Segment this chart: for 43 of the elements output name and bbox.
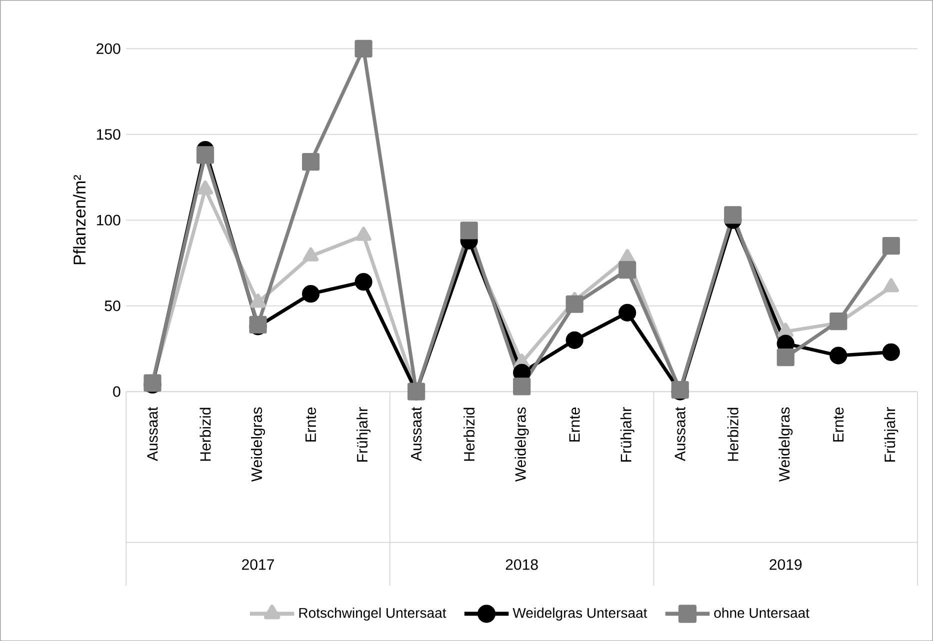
point — [883, 278, 899, 292]
x-tick-label: Frühjahr — [620, 406, 634, 462]
x-tick-label: Aussaat — [147, 406, 158, 461]
point — [618, 260, 636, 278]
y-tick-label: 100 — [96, 214, 120, 226]
point — [882, 236, 900, 254]
point — [460, 221, 478, 240]
x-tick-label: Ernte — [569, 407, 580, 442]
x-tick-label: Ernte — [833, 407, 844, 442]
x-tick-label: Ernte — [306, 407, 316, 442]
y-tick-label: 150 — [96, 128, 120, 140]
point — [566, 331, 584, 349]
x-tick-label: Frühjahr — [356, 406, 371, 462]
point — [196, 146, 214, 164]
x-tick-label: Frühjahr — [884, 406, 898, 462]
legend-label: Rotschwingel Untersaat — [299, 607, 446, 620]
point — [566, 295, 584, 313]
x-tick-label: Herbizid — [727, 408, 738, 461]
point — [882, 343, 900, 361]
point — [354, 40, 372, 58]
y-tick-label: 50 — [104, 300, 120, 311]
text: 2017 — [242, 559, 274, 570]
y-tick-label: 200 — [96, 43, 120, 54]
point — [302, 152, 320, 170]
point — [513, 377, 531, 396]
point — [302, 284, 320, 302]
x-tick-label: Weidelgras — [778, 407, 793, 482]
x-tick-label: Herbizid — [464, 408, 475, 461]
text: 2018 — [506, 559, 538, 570]
x-tick-label: Aussaat — [411, 406, 422, 461]
legend-label: ohne Untersaat — [714, 607, 810, 618]
x-tick-label: Weidelgras — [514, 407, 529, 482]
legend-label: Weidelgras Untersaat — [512, 607, 648, 620]
point — [354, 272, 372, 290]
y-tick-label: 0 — [113, 386, 120, 397]
point — [618, 304, 636, 322]
x-tick-label: Herbizid — [200, 408, 211, 461]
point — [776, 348, 794, 366]
point — [830, 346, 848, 364]
x-tick-label: Weidelgras — [251, 407, 266, 482]
text: 2019 — [770, 559, 802, 570]
x-tick-label: Aussaat — [674, 406, 686, 461]
y-axis-title: Pflanzen/m² — [73, 174, 86, 264]
